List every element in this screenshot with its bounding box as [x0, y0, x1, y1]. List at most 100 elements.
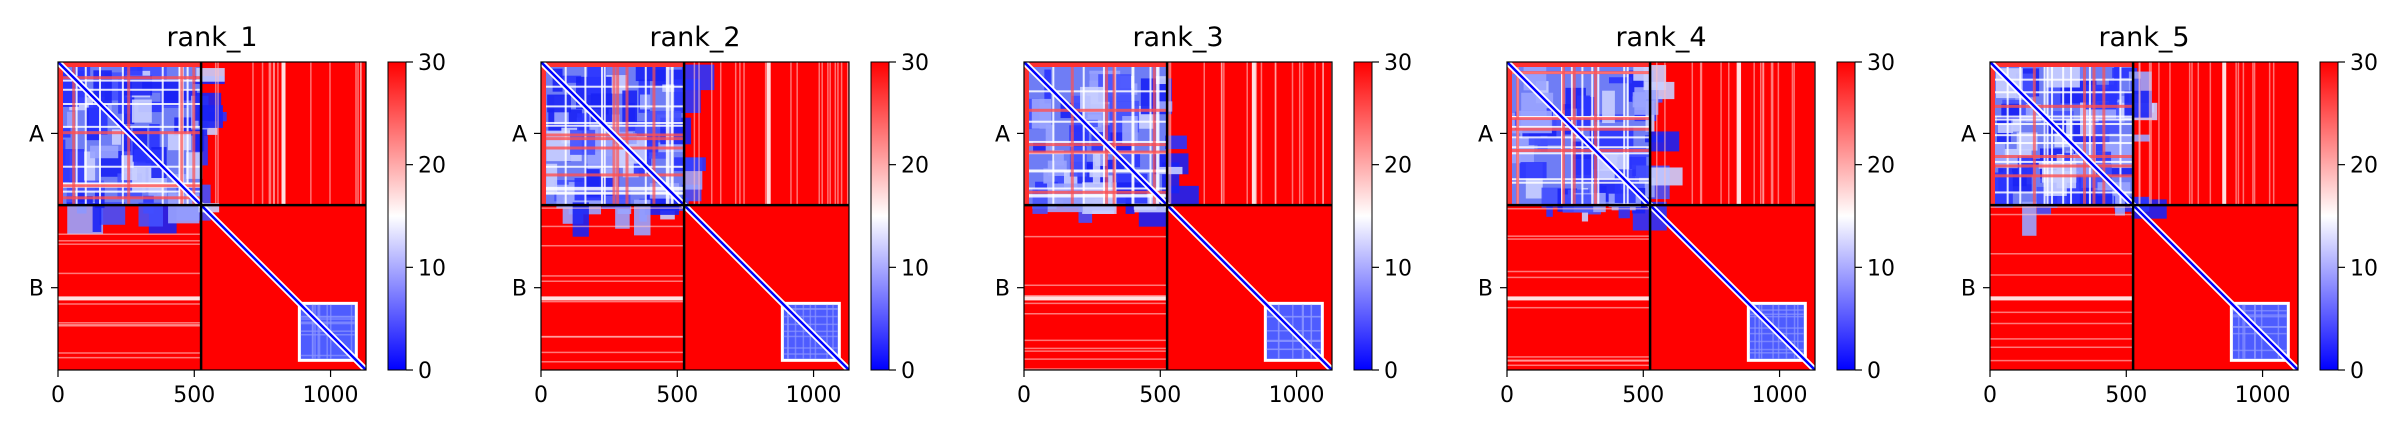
- heatmap-edge: [58, 62, 63, 206]
- chain-label: B: [1478, 277, 1493, 302]
- heatmap-stripe: [2148, 62, 2151, 206]
- heatmap-stripe: [541, 244, 685, 247]
- heatmap-edge: [58, 62, 202, 67]
- axes-frame: [1989, 61, 2299, 371]
- heatmap-cell: [90, 145, 119, 159]
- heatmap-stripe: [1507, 360, 1651, 362]
- heatmap-stripe: [1024, 150, 1168, 154]
- x-tick-label: 500: [1622, 383, 1664, 408]
- heatmap-stripe: [1507, 364, 1651, 367]
- chain-label: A: [995, 122, 1010, 147]
- colorbar: [1836, 61, 1856, 371]
- heatmap-stripe: [1082, 62, 1085, 206]
- heatmap-stripe: [1664, 62, 1666, 206]
- heatmap-stripe: [1102, 62, 1105, 206]
- heatmap-stripe: [317, 304, 319, 359]
- x-tick-label: 1000: [786, 383, 842, 408]
- colorbar-tick-label: 30: [901, 51, 929, 76]
- heatmap-stripe: [2088, 62, 2091, 206]
- diagonal: [1507, 62, 1815, 370]
- heatmap-cell: [556, 75, 582, 83]
- heatmap-stripe: [2242, 304, 2244, 359]
- heatmap-cell: [111, 129, 121, 145]
- heatmap-edge: [1024, 62, 1029, 206]
- heatmap-stripe: [58, 184, 202, 188]
- heatmap-stripe: [1990, 311, 2134, 314]
- heatmap-cell: [1608, 77, 1633, 84]
- heatmap-stripe: [1793, 62, 1795, 206]
- heatmap-stripe: [1507, 238, 1651, 240]
- heatmap-stripe: [2188, 62, 2191, 206]
- heatmap-cell: [198, 203, 220, 213]
- heatmap-stripe: [1623, 62, 1626, 206]
- heatmap-stripe: [2046, 62, 2049, 206]
- heatmap-stripe: [2043, 62, 2046, 206]
- heatmap-stripe: [2051, 62, 2054, 206]
- heatmap-stripe: [1990, 253, 2134, 255]
- heatmap-stripe: [58, 352, 202, 354]
- heatmap-stripe: [2232, 326, 2287, 328]
- heatmap-stripe: [2237, 304, 2240, 359]
- heatmap-cell: [587, 63, 607, 96]
- heatmap-stripe: [2272, 62, 2275, 206]
- heatmap-stripe: [1990, 160, 2134, 163]
- heatmap-cell: [2120, 134, 2150, 142]
- axes-frame: [1506, 61, 1816, 371]
- heatmap-stripe: [2254, 304, 2256, 359]
- heatmap-stripe: [541, 280, 685, 282]
- x-tick-label: 1000: [2235, 383, 2291, 408]
- heatmap-stripe: [2243, 304, 2246, 359]
- heatmap-stripe: [1990, 123, 2134, 126]
- heatmap-panel-3: rank_3 A B 0 500 1000 0 10 20 30: [995, 22, 1412, 408]
- colorbar-tick-label: 30: [418, 51, 446, 76]
- heatmap-stripe: [329, 62, 331, 206]
- heatmap-stripe: [1024, 284, 1168, 287]
- heatmap-stripe: [1298, 62, 1301, 206]
- heatmap-stripe: [2092, 62, 2096, 206]
- heatmap-stripe: [1990, 206, 2134, 208]
- heatmap-stripe: [1570, 62, 1573, 206]
- heatmap-stripe: [1507, 306, 1651, 309]
- heatmap-cell: [577, 113, 590, 131]
- heatmap-stripe: [2197, 62, 2200, 206]
- heatmap-stripe: [1322, 62, 1324, 206]
- heatmap-stripe: [2139, 62, 2141, 206]
- heatmap-cell: [1541, 187, 1561, 208]
- heatmap-stripe: [1507, 152, 1651, 155]
- heatmap-panel-2: rank_2 A B 0 500 1000 0 10 20 30: [512, 22, 929, 408]
- diagonal: [541, 62, 849, 370]
- heatmap-stripe: [1274, 62, 1277, 206]
- heatmap-stripe: [1754, 304, 1756, 359]
- heatmap-cell: [1995, 142, 2005, 165]
- heatmap-cell: [1648, 131, 1680, 152]
- heatmap-stripe: [1990, 359, 2134, 362]
- heatmap-stripe: [764, 62, 767, 206]
- heatmap-stripe: [1753, 62, 1755, 206]
- heatmap-stripe: [541, 296, 685, 301]
- diagonal: [1024, 62, 1332, 370]
- panel-title: rank_1: [166, 22, 257, 53]
- panel-title: rank_5: [2098, 22, 2189, 53]
- heatmap-cell: [617, 204, 632, 215]
- heatmap-stripe: [2232, 314, 2287, 316]
- heatmap-stripe: [1024, 350, 1168, 352]
- heatmap-stripe: [1024, 90, 1168, 93]
- heatmap-stripe: [719, 62, 722, 206]
- heatmap-stripe: [2102, 62, 2106, 206]
- heatmap-panel-5: rank_5 A B 0 500 1000 0 10 20 30: [1961, 22, 2378, 408]
- heatmap-stripe: [1278, 304, 1280, 359]
- heatmap-cell: [1047, 160, 1067, 176]
- heatmap-stripe: [1759, 62, 1762, 206]
- heatmap-stripe: [1720, 62, 1722, 206]
- heatmap-stripe: [1990, 91, 2134, 94]
- heatmap-cell: [1082, 182, 1117, 214]
- heatmap-stripe: [1990, 322, 2134, 325]
- heatmap-cell: [138, 202, 163, 227]
- heatmap-stripe: [2232, 315, 2287, 318]
- heatmap-stripe: [2150, 62, 2152, 206]
- x-tick-label: 0: [1500, 383, 1514, 408]
- heatmap-stripe: [2019, 62, 2022, 206]
- colorbar-tick-label: 20: [901, 154, 929, 179]
- heatmap-stripe: [268, 62, 271, 206]
- heatmap-stripe: [2277, 304, 2280, 359]
